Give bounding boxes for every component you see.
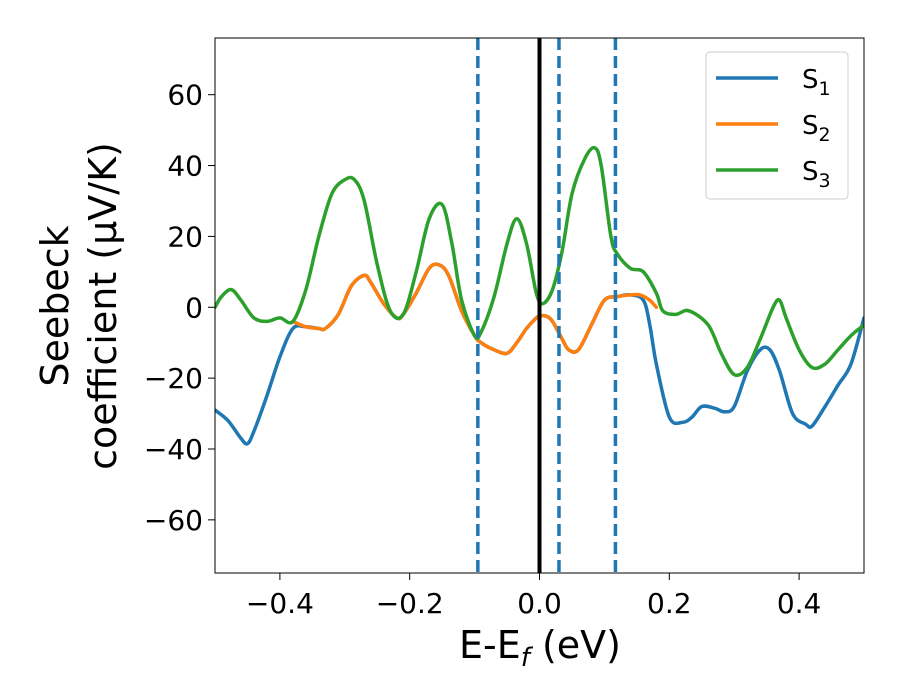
y-tick-label: 60 [167, 79, 203, 112]
x-axis: −0.4 −0.2 0.0 0.2 0.4 [246, 573, 821, 620]
legend-label-s2: S2 [802, 111, 831, 146]
x-tick-label: 0.0 [517, 587, 562, 620]
y-tick-label: −40 [144, 433, 203, 466]
y-tick-label: 0 [185, 291, 203, 324]
y-tick-label: 20 [167, 220, 203, 253]
reference-lines [476, 38, 618, 573]
y-tick-label: 40 [167, 150, 203, 183]
legend-label-s3: S3 [802, 157, 831, 192]
x-axis-title: E-Ef (eV) [459, 623, 621, 673]
legend: S1 S2 S3 [705, 51, 849, 200]
legend-label-s1: S1 [802, 65, 831, 100]
series-line-s2 [291, 262, 659, 356]
y-tick-label: −60 [144, 504, 203, 537]
y-axis-title: Seebeck coefficient (μV/K) [33, 142, 125, 470]
x-tick-label: 0.4 [777, 587, 822, 620]
y-tick-label: −20 [144, 362, 203, 395]
x-tick-label: −0.4 [246, 587, 314, 620]
x-tick-label: −0.2 [376, 587, 444, 620]
y-axis: −60 −40 −20 0 20 40 60 [144, 79, 215, 537]
x-tick-label: 0.2 [647, 587, 692, 620]
